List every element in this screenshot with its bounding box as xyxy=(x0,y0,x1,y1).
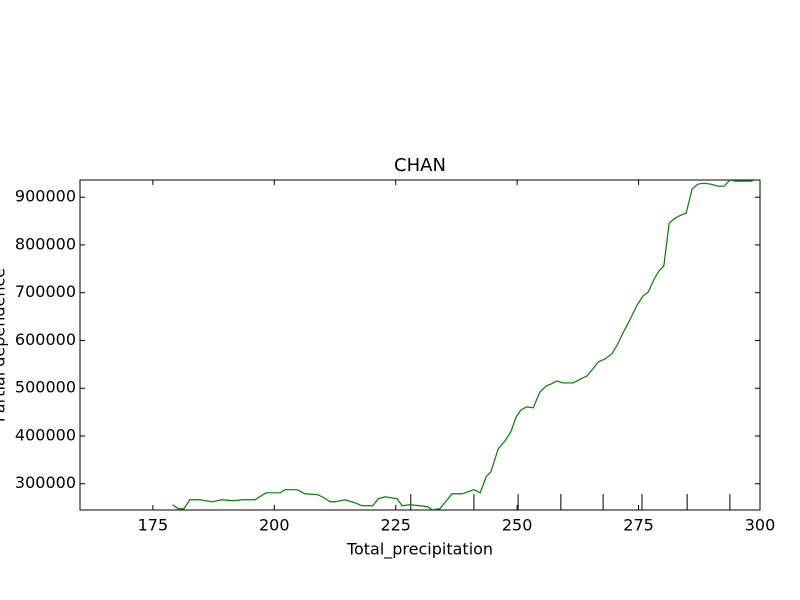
y-tick-label: 600000 xyxy=(15,330,76,349)
x-axis-label: Total_precipitation xyxy=(346,540,493,560)
x-tick-label: 300 xyxy=(745,516,776,535)
y-tick-label: 700000 xyxy=(15,282,76,301)
data-line xyxy=(172,179,756,511)
y-tick-label: 300000 xyxy=(15,473,76,492)
y-tick-label: 400000 xyxy=(15,425,76,444)
x-tick-label: 275 xyxy=(623,516,654,535)
x-tick-label: 250 xyxy=(502,516,533,535)
y-tick-label: 800000 xyxy=(15,234,76,253)
x-tick-label: 225 xyxy=(380,516,411,535)
y-axis-label: Partial dependence xyxy=(0,268,9,422)
plot-frame xyxy=(79,179,761,511)
x-tick-label: 175 xyxy=(138,516,169,535)
y-tick-label: 500000 xyxy=(15,378,76,397)
y-tick-label: 900000 xyxy=(15,187,76,206)
chart-title: CHAN xyxy=(394,155,446,176)
x-tick-label: 200 xyxy=(259,516,290,535)
